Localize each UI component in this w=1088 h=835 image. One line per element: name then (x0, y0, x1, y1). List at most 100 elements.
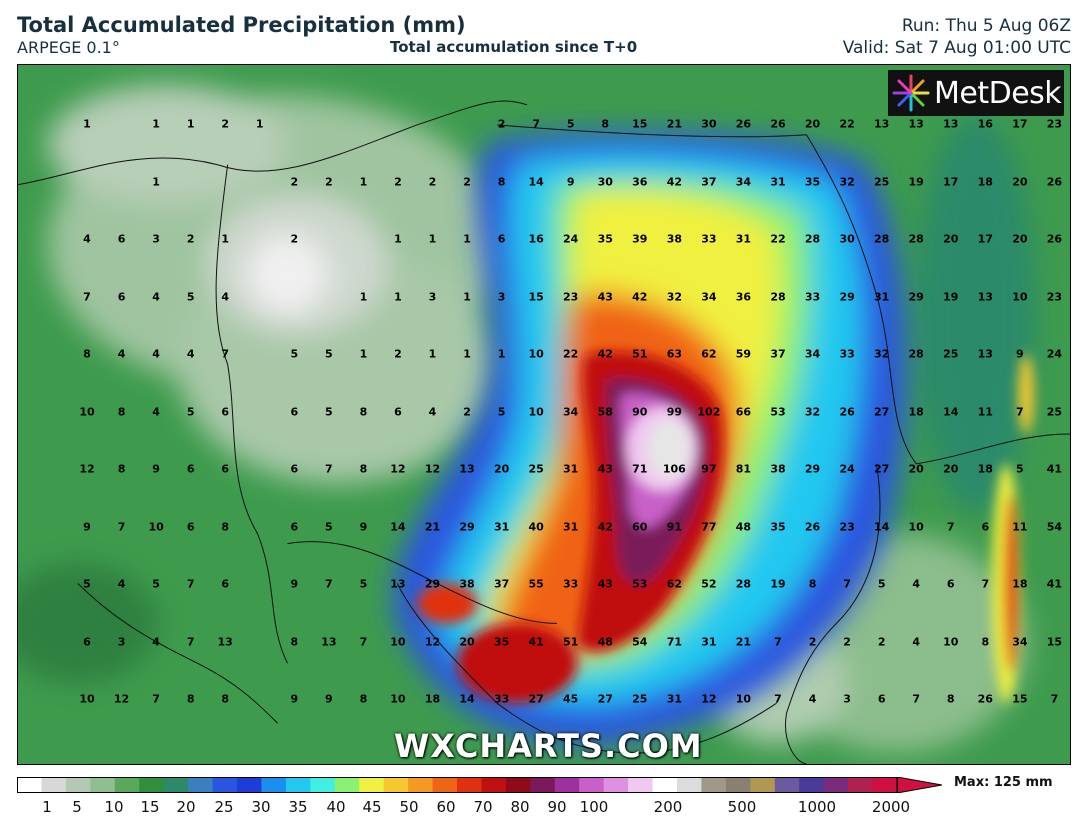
precip-value-label: 36 (735, 290, 752, 303)
colorbar-segment (261, 777, 287, 793)
precip-value-label: 33 (701, 232, 717, 246)
colorbar-segment (139, 777, 165, 793)
precip-value-label: 54 (1046, 520, 1063, 533)
precip-value-label: 7 (981, 577, 990, 591)
precip-value-label: 1 (463, 232, 471, 246)
precip-value-label: 2 (463, 175, 471, 188)
colorbar-segment (530, 777, 556, 793)
precip-value-label: 1 (463, 347, 471, 361)
colorbar-tick-label: 500 (727, 798, 757, 816)
precip-value-label: 1 (83, 117, 91, 131)
precip-value-label: 18 (977, 462, 993, 476)
precip-value-label: 28 (735, 577, 752, 591)
precip-value-label: 1 (186, 117, 195, 131)
precip-value-label: 21 (666, 117, 682, 131)
precip-value-label: 28 (908, 347, 924, 361)
precip-value-label: 12 (390, 462, 406, 476)
precip-value-label: 4 (117, 577, 126, 591)
colorbar-segment (188, 777, 214, 793)
precip-value-label: 20 (459, 635, 475, 648)
precip-value-label: 8 (221, 520, 230, 533)
precip-value-label: 6 (877, 692, 886, 706)
precip-value-label: 14 (873, 520, 890, 533)
precip-value-label: 1 (152, 117, 160, 131)
colorbar-tick-label: 100 (579, 798, 609, 816)
precip-value-label: 22 (770, 232, 786, 246)
precip-value-label: 2 (290, 232, 299, 246)
precip-value-label: 8 (359, 405, 368, 418)
precip-value-label: 6 (117, 290, 126, 303)
colorbar-segment (677, 777, 702, 793)
precip-value-label: 5 (325, 347, 333, 361)
precip-value-label: 52 (701, 577, 717, 591)
precip-value-label: 35 (493, 635, 510, 648)
colorbar (17, 777, 942, 793)
colorbar-tick-label: 70 (473, 798, 493, 816)
precip-value-label: 31 (666, 692, 682, 706)
precip-value-label: 7 (946, 520, 955, 533)
precip-value-label: 62 (666, 577, 682, 591)
precip-value-label: 25 (632, 692, 648, 706)
precip-value-label: 5 (186, 290, 195, 303)
precip-value-label: 9 (290, 692, 299, 706)
colorbar-segment (383, 777, 409, 793)
precip-value-label: 12 (424, 635, 441, 648)
precip-value-label: 4 (152, 290, 160, 303)
precip-value-label: 8 (186, 692, 195, 706)
precip-value-label: 24 (839, 462, 855, 476)
precip-value-label: 8 (497, 175, 506, 188)
metdesk-burst-icon (892, 74, 930, 112)
precip-value-label: 106 (662, 462, 686, 476)
precip-value-label: 33 (839, 347, 855, 361)
precip-value-label: 6 (290, 462, 299, 476)
precip-value-label: 22 (839, 117, 855, 131)
precip-value-label: 51 (563, 635, 579, 648)
precip-value-label: 14 (459, 692, 475, 706)
precip-value-label: 42 (597, 347, 613, 361)
precip-value-label: 3 (152, 232, 160, 246)
precip-value-label: 31 (770, 175, 786, 188)
colorbar-tick-label: 15 (140, 798, 160, 816)
colorbar-tick-label: 1 (42, 798, 52, 816)
precip-value-label: 63 (666, 347, 682, 361)
precip-value-label: 27 (528, 692, 544, 706)
colorbar-segment (408, 777, 434, 793)
colorbar-segment (65, 777, 91, 793)
precip-value-label: 19 (943, 290, 959, 303)
precip-value-label: 20 (493, 462, 510, 476)
colorbar-segment (212, 777, 238, 793)
precip-value-label: 14 (528, 175, 544, 188)
precip-value-label: 12 (113, 692, 130, 706)
precip-value-label: 2 (428, 175, 437, 188)
precip-value-label: 7 (843, 577, 851, 591)
precip-value-label: 21 (424, 520, 441, 533)
wxcharts-watermark: WXCHARTS.COM (394, 727, 703, 765)
precip-value-label: 31 (701, 635, 717, 648)
colorbar-segment (334, 777, 360, 793)
precip-value-label: 32 (666, 290, 682, 303)
precip-value-label: 31 (563, 520, 579, 533)
colorbar-tick-label: 40 (326, 798, 346, 816)
precip-value-label: 13 (908, 117, 924, 131)
colorbar-tick-label: 50 (399, 798, 419, 816)
precip-value-label: 6 (290, 405, 299, 418)
precip-value-label: 29 (839, 290, 855, 303)
precip-value-label: 16 (528, 232, 544, 246)
max-label: Max: 125 mm (954, 775, 1053, 790)
precip-value-label: 6 (497, 232, 506, 246)
precip-value-label: 4 (186, 347, 195, 361)
precip-value-label: 13 (977, 290, 993, 303)
precip-value-label: 25 (943, 347, 959, 361)
colorbar-segment (774, 777, 800, 793)
precip-value-label: 6 (221, 577, 230, 591)
precip-value-label: 91 (666, 520, 682, 533)
precip-value-label: 38 (459, 577, 475, 591)
precip-value-label: 30 (597, 175, 613, 188)
precip-value-label: 11 (1012, 520, 1028, 533)
metdesk-logo: MetDesk (888, 70, 1064, 116)
precip-value-label: 7 (186, 635, 195, 648)
colorbar-segment (163, 777, 189, 793)
colorbar-tick-label: 45 (362, 798, 382, 816)
colorbar-segment (554, 777, 580, 793)
colorbar-segment (750, 777, 776, 793)
